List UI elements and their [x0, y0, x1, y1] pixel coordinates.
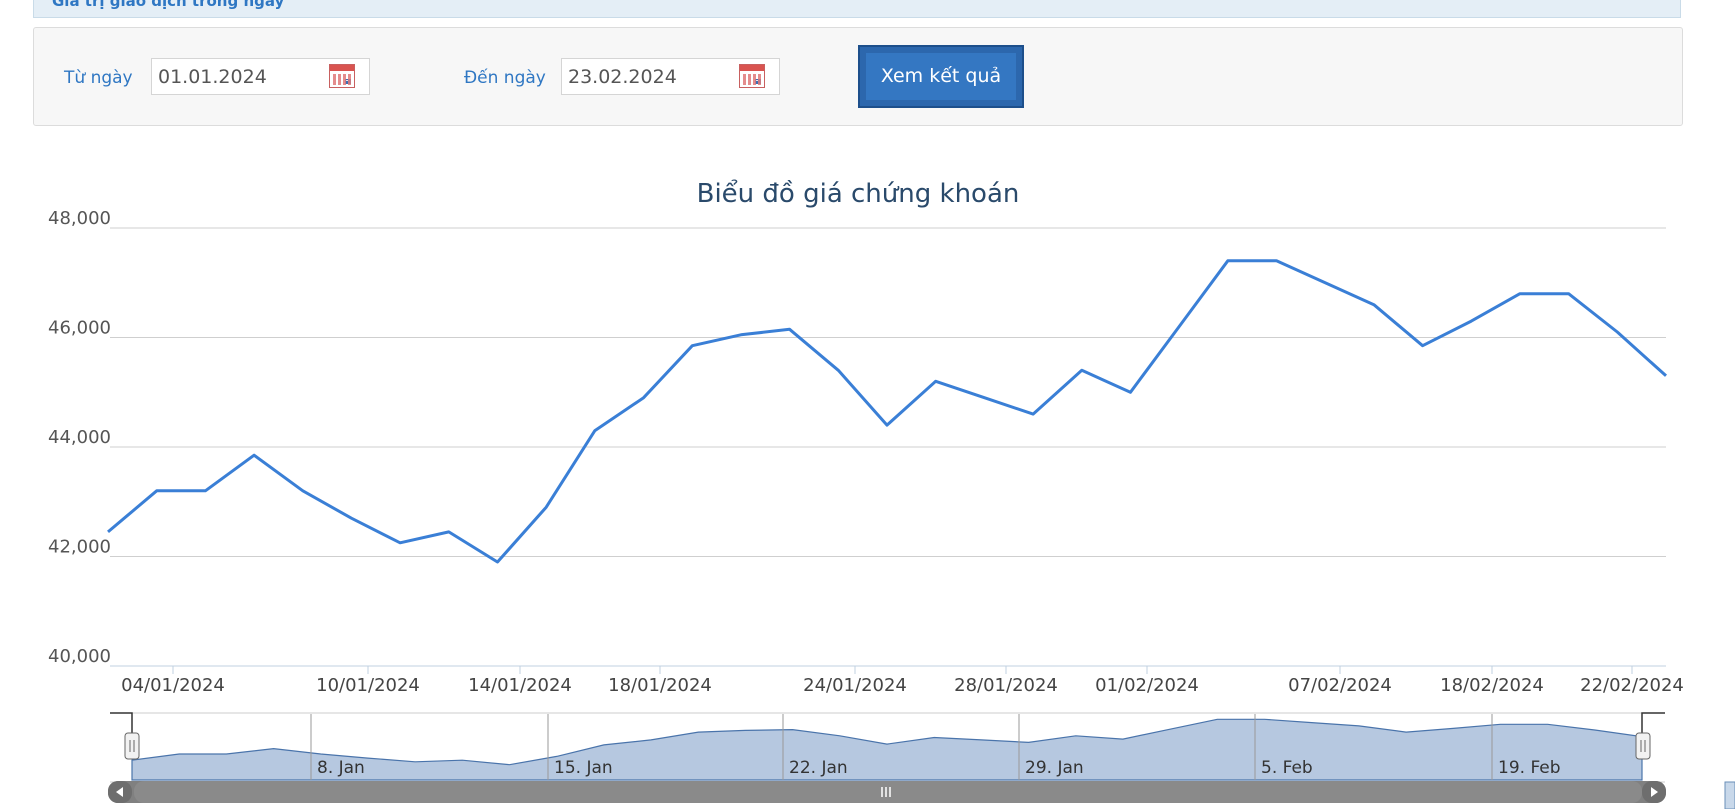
chart-title: Biểu đồ giá chứng khoán	[697, 178, 1020, 209]
section-header-title: Giá trị giao dịch trong ngày	[52, 0, 285, 10]
x-tick-label: 22/02/2024	[1580, 675, 1684, 696]
scrollbar-thumb[interactable]	[134, 781, 1642, 803]
view-results-button[interactable]: Xem kết quả	[858, 45, 1024, 108]
to-date-value[interactable]: 23.02.2024	[568, 66, 677, 88]
chevron-right-icon[interactable]	[1651, 787, 1658, 797]
view-results-label: Xem kết quả	[866, 53, 1016, 100]
navigator-right-handle[interactable]	[1635, 732, 1651, 760]
navigator-left-handle[interactable]	[124, 732, 140, 760]
x-tick-label: 10/01/2024	[316, 675, 420, 696]
x-tick-label: 18/02/2024	[1440, 675, 1544, 696]
y-tick-label: 44,000	[48, 427, 111, 448]
y-tick-label: 40,000	[48, 646, 111, 667]
scroll-right-arrow[interactable]	[1642, 781, 1666, 803]
navigator-left-bracket	[110, 712, 133, 740]
navigator[interactable]: 8. Jan 15. Jan 22. Jan 29. Jan 5. Feb 19. Feb	[110, 712, 1665, 783]
navigator-label: 22. Jan	[789, 758, 848, 778]
section-header-strip: Giá trị giao dịch trong ngày	[33, 0, 1681, 18]
page-resize-handle	[1724, 781, 1735, 809]
scrollbar-grip-icon	[881, 787, 891, 797]
y-tick-label: 42,000	[48, 537, 111, 558]
chevron-left-icon[interactable]	[116, 787, 123, 797]
date-filter-panel: Từ ngày 01.01.2024 Đến ngày 23.02.2024 X…	[33, 27, 1683, 126]
calendar-icon[interactable]	[739, 64, 765, 88]
calendar-icon[interactable]	[329, 64, 355, 88]
x-tick-label: 04/01/2024	[121, 675, 225, 696]
navigator-area	[131, 718, 1643, 781]
y-tick-label: 48,000	[48, 208, 111, 229]
from-date-label: Từ ngày	[64, 68, 133, 88]
price-series-line	[107, 259, 1668, 564]
y-tick-label: 46,000	[48, 318, 111, 339]
from-date-input[interactable]: 01.01.2024	[151, 58, 370, 95]
scroll-left-arrow[interactable]	[108, 781, 132, 803]
navigator-right-bracket	[1641, 712, 1665, 740]
scrollbar[interactable]	[108, 781, 1666, 803]
navigator-label: 15. Jan	[554, 758, 613, 778]
x-tick-label: 28/01/2024	[954, 675, 1058, 696]
x-tick-label: 18/01/2024	[608, 675, 712, 696]
to-date-label: Đến ngày	[464, 68, 546, 88]
x-tick-label: 24/01/2024	[803, 675, 907, 696]
navigator-label: 8. Jan	[317, 758, 365, 778]
navigator-label: 29. Jan	[1025, 758, 1084, 778]
navigator-label: 5. Feb	[1261, 758, 1313, 778]
navigator-label: 19. Feb	[1498, 758, 1561, 778]
x-tick-label: 07/02/2024	[1288, 675, 1392, 696]
to-date-input[interactable]: 23.02.2024	[561, 58, 780, 95]
from-date-value[interactable]: 01.01.2024	[158, 66, 267, 88]
x-tick-label: 14/01/2024	[468, 675, 572, 696]
x-tick-label: 01/02/2024	[1095, 675, 1199, 696]
